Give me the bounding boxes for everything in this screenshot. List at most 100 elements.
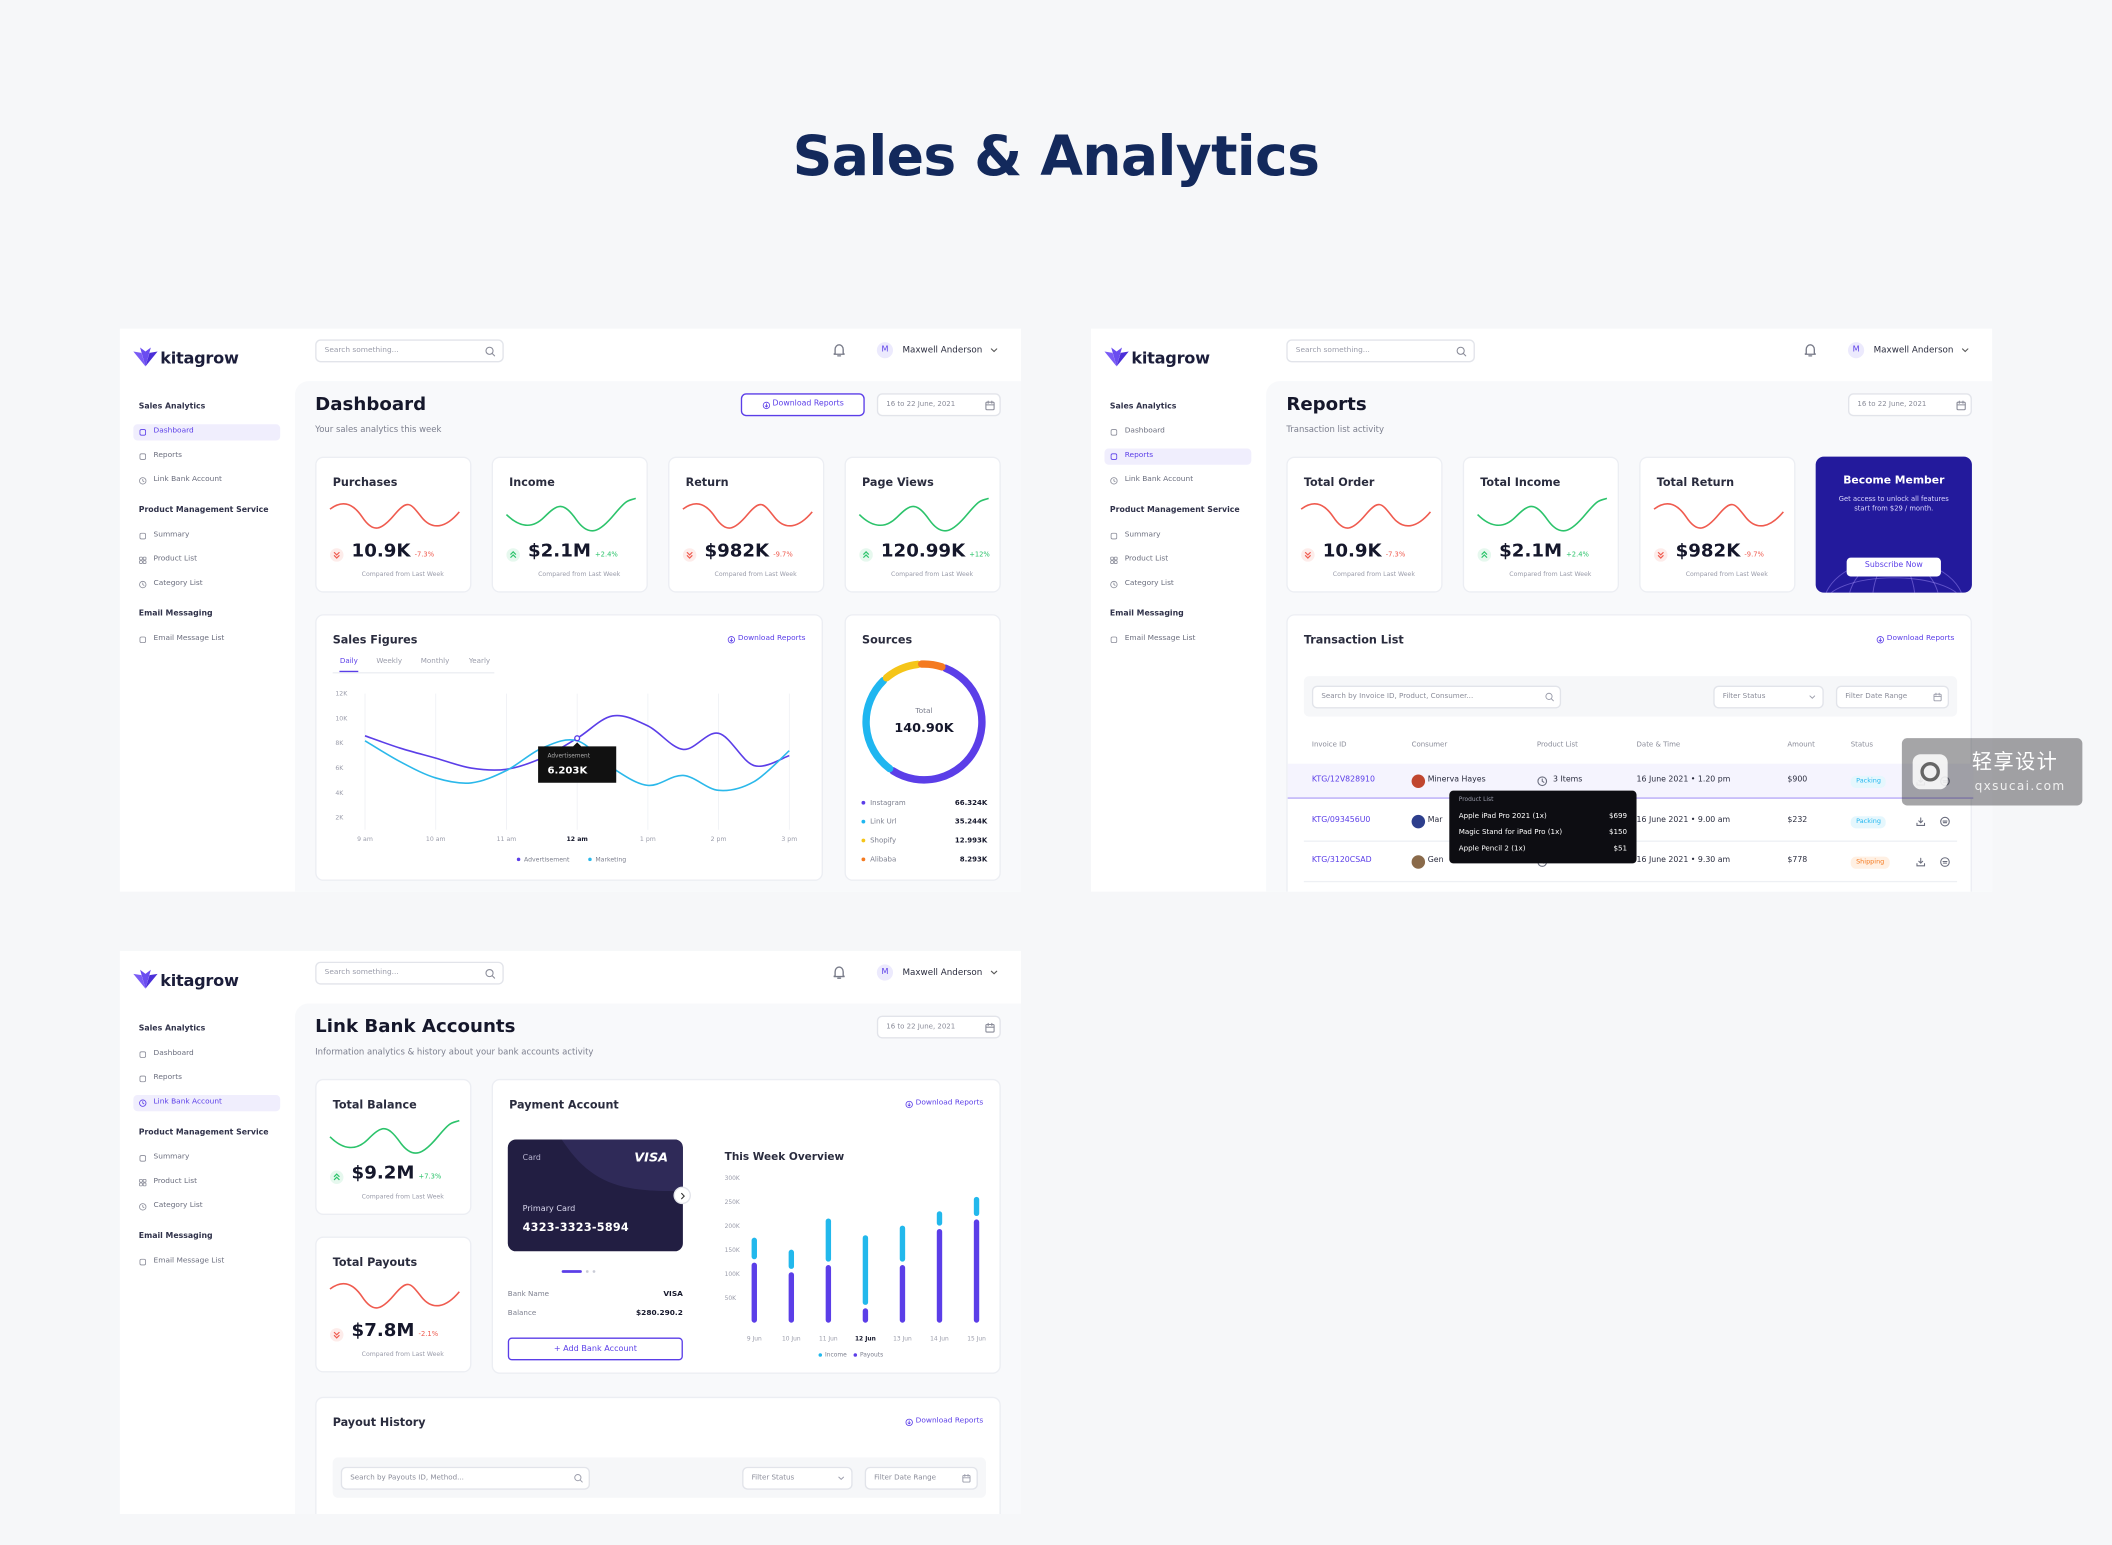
nav-item[interactable]: Dashboard — [153, 1049, 194, 1058]
filter-search[interactable]: Search by Invoice ID, Product, Consumer.… — [1311, 685, 1562, 709]
chart-tab[interactable]: Yearly — [468, 657, 491, 666]
legend-dot — [853, 1353, 858, 1357]
filter-label: Filter Status — [751, 1473, 795, 1482]
y-tick-label: 8K — [335, 740, 344, 747]
filter-select[interactable]: Filter Status — [742, 1466, 853, 1490]
promo-button[interactable]: Subscribe Now — [1846, 557, 1941, 577]
nav-item[interactable]: Category List — [153, 579, 203, 588]
trend-badge — [1477, 548, 1492, 562]
card-title: Payout History — [332, 1415, 426, 1429]
search-box[interactable]: Search something... — [315, 339, 504, 363]
nav-item[interactable]: Summary — [153, 1153, 190, 1162]
nav-item[interactable]: Dashboard — [1124, 427, 1165, 436]
bank-card: Card VISA Primary Card 4323-3323-5894 — [507, 1139, 683, 1252]
shield-icon[interactable] — [1940, 857, 1951, 868]
nav-item[interactable]: Link Bank Account — [153, 1098, 222, 1107]
sparkline-line — [505, 497, 637, 532]
date-picker[interactable]: 16 to 22 June, 2021 — [1848, 393, 1972, 417]
filter-select[interactable]: Filter Date Range — [864, 1466, 978, 1490]
kpi-card: Total Order 10.9K -7.3% Compared from Last … — [1286, 456, 1443, 593]
kpi-label: Total Income — [1480, 475, 1561, 489]
trend-badge — [1654, 548, 1668, 562]
download-button[interactable]: Download Reports — [740, 393, 865, 417]
tray-icon[interactable] — [1915, 816, 1926, 827]
card-next[interactable] — [673, 1186, 691, 1205]
download-link[interactable]: Download Reports — [905, 1418, 983, 1427]
download-button-text: Download Reports — [772, 399, 844, 408]
tray-shape — [1916, 817, 1926, 826]
nav-item[interactable]: Category List — [1124, 579, 1174, 588]
nav-item[interactable]: Email Message List — [153, 634, 225, 643]
nav-item[interactable]: Dashboard — [153, 427, 194, 436]
consumer-avatar — [1411, 814, 1426, 829]
sq-icon — [1110, 532, 1118, 540]
table-cell: $232 — [1787, 816, 1808, 825]
chart-tab[interactable]: Weekly — [376, 657, 403, 666]
kpi-value-row: $2.1M +2.4% — [528, 542, 618, 561]
y-tick-label: 250K — [725, 1200, 740, 1206]
nav-item[interactable]: Product List — [153, 1177, 197, 1186]
download-link[interactable]: Download Reports — [727, 635, 805, 644]
cal-shape — [985, 1022, 995, 1028]
search-box[interactable]: Search something... — [1286, 339, 1475, 363]
nav-item[interactable]: Category List — [153, 1201, 203, 1210]
kpi-card: Return $982K -9.7% Compared from Last Week — [668, 456, 825, 593]
shield-icon[interactable] — [1940, 816, 1951, 827]
download-link[interactable]: Download Reports — [905, 1100, 983, 1109]
card-pattern — [561, 1139, 683, 1192]
chart-tab[interactable]: Monthly — [420, 657, 450, 666]
invoice-link[interactable]: KTG/3120CSAD — [1311, 856, 1372, 865]
nav-item[interactable]: Reports — [1124, 451, 1154, 460]
kpi-change: +2.4% — [595, 550, 618, 559]
grid4-shape — [139, 560, 143, 564]
column-header: Consumer — [1411, 741, 1448, 750]
nav-item[interactable]: Email Message List — [153, 1257, 225, 1266]
filter-select[interactable]: Filter Date Range — [1835, 685, 1950, 709]
kpi-change: -2.1% — [418, 1330, 439, 1339]
kpi-value-row: $982K -9.7% — [1676, 542, 1764, 561]
sparkline — [1300, 503, 1432, 529]
bell-shape — [833, 966, 845, 978]
filter-select[interactable]: Filter Status — [1713, 685, 1824, 709]
donut-chart: Instagram 66.324K Link Url 35.244K Shopify 12… — [861, 660, 988, 863]
cal-shape — [985, 400, 995, 410]
table-cell: Gen — [1427, 856, 1444, 865]
invoice-link[interactable]: KTG/12V828910 — [1311, 775, 1375, 785]
product-tooltip: Product List Apple iPad Pro 2021 (1x) $699… — [1449, 790, 1637, 864]
nav-heading: Sales Analytics — [138, 1025, 206, 1034]
nav-item[interactable]: Link Bank Account — [153, 475, 222, 484]
dl-shape — [907, 1420, 911, 1425]
nav-item[interactable]: Reports — [153, 451, 182, 460]
logo-leaf — [1116, 351, 1129, 367]
logo-leaf — [145, 351, 158, 367]
download-link[interactable]: Download Reports — [1876, 635, 1954, 644]
nav-item[interactable]: Product List — [153, 555, 197, 564]
user-name: Maxwell Anderson — [1873, 344, 1954, 356]
add-account-button[interactable]: + Add Bank Account — [507, 1337, 683, 1361]
nav-item[interactable]: Email Message List — [1124, 634, 1196, 643]
bell-shape — [833, 344, 845, 355]
column-header: Amount — [1787, 741, 1815, 750]
chart-tab[interactable]: Daily — [339, 657, 358, 666]
nav-item[interactable]: Reports — [153, 1073, 182, 1082]
filter-search[interactable]: Search by Payouts ID, Method... — [340, 1466, 590, 1490]
shield-shape — [1940, 857, 1950, 867]
date-picker[interactable]: 16 to 22 June, 2021 — [876, 393, 1001, 417]
nav-item[interactable]: Product List — [1124, 555, 1169, 564]
search-shape — [1462, 352, 1467, 356]
nav-item[interactable]: Summary — [153, 531, 190, 540]
page-subheading: Information analytics & history about yo… — [315, 1047, 594, 1058]
nav-item[interactable]: Link Bank Account — [1124, 475, 1194, 484]
cal-icon — [985, 399, 995, 410]
nav-item[interactable]: Summary — [1124, 531, 1161, 540]
grid4-shape — [1110, 560, 1114, 564]
watermark-logo-ring — [1920, 762, 1940, 782]
date-picker[interactable]: 16 to 22 June, 2021 — [876, 1015, 1001, 1039]
search-box[interactable]: Search something... — [315, 961, 504, 985]
nav-active-bg — [133, 1095, 281, 1112]
add-account-text: + Add Bank Account — [553, 1343, 637, 1354]
hover-point — [574, 735, 581, 742]
invoice-link[interactable]: KTG/093456U0 — [1311, 816, 1371, 825]
y-tick-label: 6K — [335, 765, 344, 772]
tray-icon[interactable] — [1915, 857, 1926, 868]
